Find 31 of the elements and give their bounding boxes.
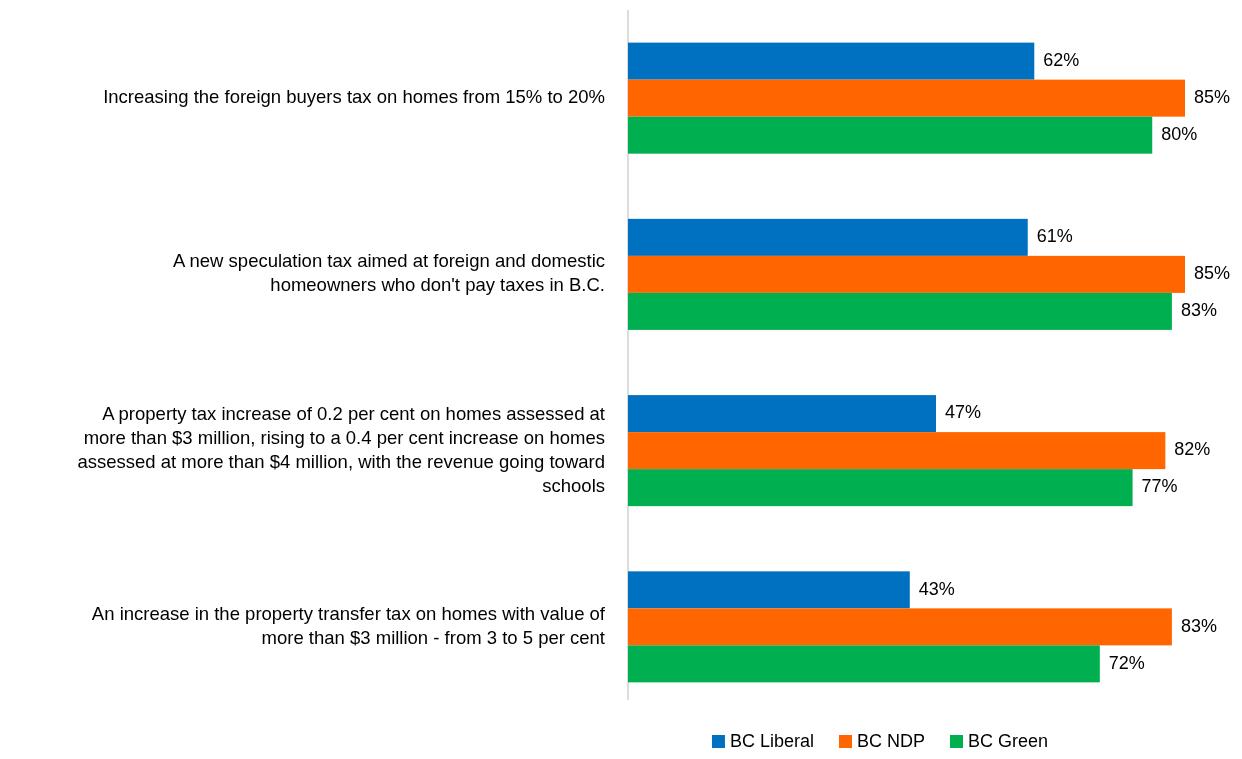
bar bbox=[628, 571, 910, 609]
bar bbox=[628, 608, 1172, 646]
data-label: 47% bbox=[944, 402, 982, 423]
data-label: 85% bbox=[1194, 86, 1231, 107]
data-label: 83% bbox=[1180, 615, 1217, 636]
y-tick-label: A property tax increase of 0.2 per cent on homes assessed at more than $3 million, rising to a 0.4 per cent increase on homes assessed at more than $4 million, with the revenue going toward schools bbox=[77, 402, 605, 496]
legend-label: BC Green bbox=[968, 730, 1049, 751]
data-label: 80% bbox=[1161, 123, 1198, 144]
legend-label: BC Liberal bbox=[729, 730, 814, 751]
data-label: 43% bbox=[918, 578, 955, 599]
data-label: 85% bbox=[1194, 263, 1231, 284]
bar bbox=[628, 116, 1153, 154]
legend-label: BC NDP bbox=[857, 730, 926, 751]
data-label: 62% bbox=[1043, 49, 1080, 70]
bar bbox=[628, 218, 1028, 256]
data-label: 83% bbox=[1180, 300, 1217, 321]
y-tick-label: A new speculation tax aimed at foreign and domestic homeowners who don't pay taxes in B.C. bbox=[173, 250, 605, 296]
data-label: 77% bbox=[1141, 476, 1178, 497]
bar bbox=[628, 42, 1035, 80]
bar bbox=[628, 645, 1100, 683]
bar bbox=[628, 432, 1166, 470]
bar bbox=[628, 469, 1133, 507]
data-label: 82% bbox=[1174, 439, 1211, 460]
bar bbox=[628, 292, 1172, 330]
y-tick-label: Increasing the foreign buyers tax on homes from 15% to 20% bbox=[103, 86, 605, 108]
bar bbox=[628, 395, 936, 433]
bar bbox=[628, 79, 1185, 117]
data-label: 72% bbox=[1108, 652, 1145, 673]
y-tick-label: An increase in the property transfer tax on homes with value of more than $3 million - from 3 to 5 per cent bbox=[91, 602, 606, 648]
bar bbox=[628, 255, 1185, 293]
data-label: 61% bbox=[1036, 226, 1073, 247]
